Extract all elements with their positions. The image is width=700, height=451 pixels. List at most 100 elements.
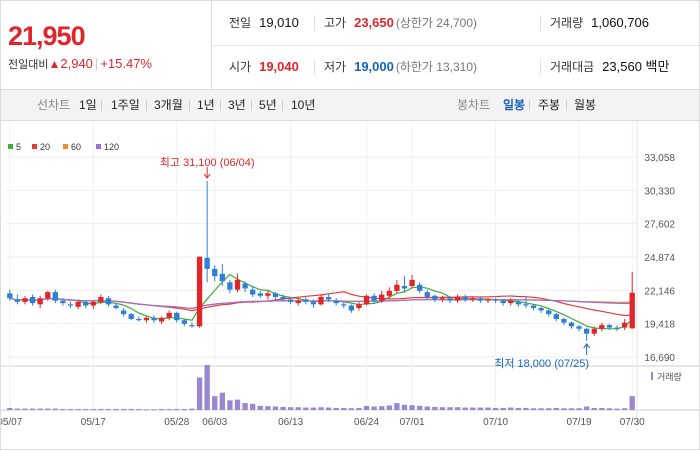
volume-bar (379, 406, 385, 410)
range-1w[interactable]: 1주일 (111, 98, 140, 112)
up-arrow-icon: ▲ (48, 57, 61, 71)
x-tick-label: 06/03 (202, 417, 227, 428)
open-label: 시가 (229, 60, 252, 74)
volume-bar (250, 403, 256, 410)
volume-bar (394, 403, 400, 410)
range-1d[interactable]: 1일 (79, 98, 97, 112)
trade-value-label: 거래대금 (550, 60, 595, 74)
volume-bar (318, 407, 324, 410)
volume-bar (508, 407, 514, 410)
candle-body (22, 298, 28, 302)
volume-bar (546, 408, 552, 410)
volume-bar (303, 407, 309, 410)
volume-bar (143, 409, 150, 411)
volume-bar (98, 408, 104, 410)
candle-body (447, 298, 453, 301)
volume-bar (492, 407, 499, 410)
range-1y[interactable]: 1년 (197, 98, 215, 112)
volume-bar (75, 408, 81, 410)
candle-body (500, 300, 506, 304)
divider (529, 100, 530, 111)
candle-body (105, 298, 112, 305)
period-monthly[interactable]: 월봉 (574, 98, 597, 112)
volume-bar (584, 406, 590, 410)
candle-body (584, 328, 590, 334)
quote-summary: 21,950 전일대비▲2,940 | +15.47% 전일 19,010 시가 19,… (1, 1, 699, 90)
divider (101, 100, 102, 111)
divider (540, 59, 541, 75)
candle-body (250, 289, 256, 295)
volume-bar (333, 407, 339, 410)
ma5-legend-label: 5 (16, 142, 21, 152)
candle-body (325, 297, 332, 300)
y-tick-label: 30,330 (644, 186, 675, 197)
high-value: 23,650 (354, 15, 394, 30)
volume-bar (348, 408, 355, 410)
volume-bar (287, 407, 294, 410)
volume-bar (310, 407, 317, 410)
candle-body (280, 297, 286, 300)
candlestick-chart: 5 20 60 120 33,058 30,330 27,602 24,874 22,1… (1, 121, 699, 431)
low-value: 19,000 (354, 59, 394, 74)
range-5y[interactable]: 5년 (259, 98, 277, 112)
candle-body (523, 304, 529, 306)
y-axis: 33,058 30,330 27,602 24,874 22,146 19,418 16,6… (644, 153, 675, 364)
candle-body (621, 322, 628, 328)
volume-value: 1,060,706 (591, 15, 649, 30)
candle-body (174, 312, 180, 321)
line-chart-label: 선차트 (37, 98, 71, 112)
candle-body (45, 292, 51, 299)
volume-bar (212, 396, 218, 410)
ma120-legend-label: 120 (104, 142, 119, 152)
x-tick-label: 07/30 (620, 417, 645, 428)
period-daily[interactable]: 일봉 (503, 98, 526, 112)
range-3y[interactable]: 3년 (228, 98, 246, 112)
volume-bar (113, 408, 119, 410)
volume-bar (538, 408, 544, 410)
volume-bars (7, 365, 635, 411)
chart-legend: 5 20 60 120 (8, 142, 119, 152)
volume-bar (29, 408, 36, 410)
candle-body (212, 268, 218, 277)
volume-bar (45, 408, 51, 410)
candle-body (287, 299, 294, 302)
candle-body (120, 310, 127, 315)
volume-bar (181, 408, 188, 410)
candle-body (257, 293, 263, 296)
current-price-box: 21,950 전일대비▲2,940 | +15.47% (1, 1, 212, 89)
period-weekly[interactable]: 주봉 (538, 98, 561, 112)
candle-body (363, 295, 370, 305)
volume-bar (371, 406, 377, 410)
candle-chart-label: 봉차트 (457, 98, 491, 112)
divider (251, 100, 252, 111)
x-tick-label: 06/13 (278, 417, 303, 428)
candle-body (37, 298, 43, 305)
volume-bar (576, 408, 582, 410)
candle-body (181, 320, 188, 324)
candle-body (295, 300, 301, 304)
volume-bar (105, 408, 112, 410)
range-10y[interactable]: 10년 (291, 98, 316, 112)
volume-bar (515, 407, 522, 410)
volume-bar (295, 407, 301, 410)
volume-bar (325, 407, 332, 410)
candle-body (432, 295, 438, 300)
candle-body (599, 325, 605, 329)
divider (220, 100, 221, 111)
range-3m[interactable]: 3개월 (154, 98, 183, 112)
volume-bar (530, 408, 537, 410)
candle-body (348, 305, 355, 311)
x-axis: 05/07 05/17 05/28 06/03 06/13 06/24 07/01 07/10… (1, 417, 645, 428)
candle-body (196, 256, 203, 327)
candle-body (553, 314, 559, 319)
candle-body (561, 318, 567, 323)
trade-value-value: 23,560 백만 (602, 59, 670, 74)
y-tick-label: 27,602 (644, 220, 675, 231)
x-tick-label: 07/01 (400, 417, 425, 428)
open-price: 시가 19,040 (229, 45, 299, 89)
volume-bar (128, 408, 134, 410)
high-label: 고가 (324, 16, 347, 30)
candle-body (204, 257, 210, 269)
row-divider (212, 45, 699, 46)
x-tick-label: 05/17 (81, 417, 106, 428)
